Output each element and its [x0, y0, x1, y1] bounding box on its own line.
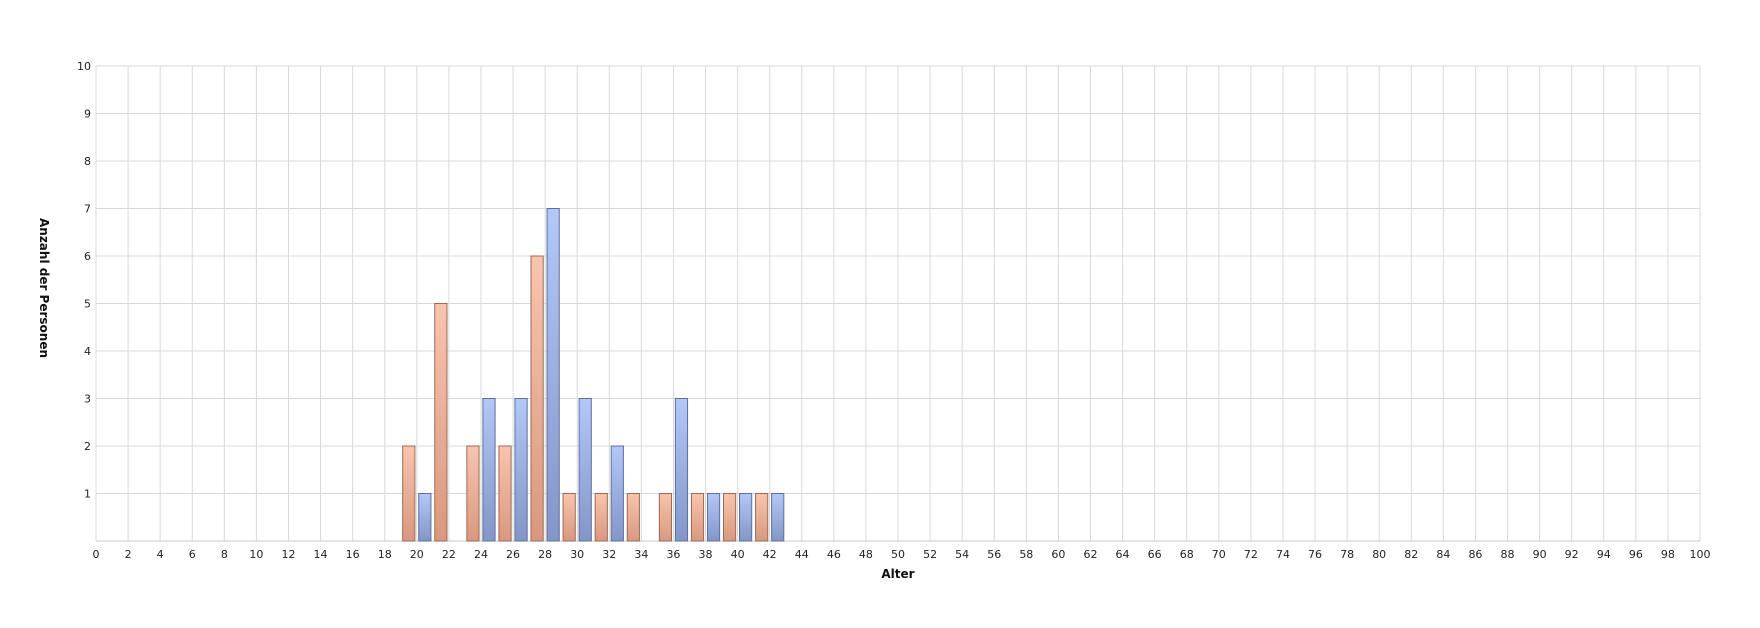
x-tick-label: 78 — [1340, 548, 1354, 561]
x-tick-label: 30 — [570, 548, 584, 561]
y-tick-label: 3 — [84, 393, 91, 406]
bar-blue — [578, 398, 592, 542]
x-tick-label: 18 — [378, 548, 392, 561]
x-tick-label: 100 — [1690, 548, 1711, 561]
y-tick-label: 4 — [84, 345, 91, 358]
x-tick-label: 0 — [93, 548, 100, 561]
bar-blue — [418, 493, 432, 542]
x-tick-label: 20 — [410, 548, 424, 561]
bar-salmon — [594, 493, 608, 542]
x-tick-label: 10 — [249, 548, 263, 561]
x-tick-label: 76 — [1308, 548, 1322, 561]
bar-salmon — [690, 493, 705, 542]
x-tick-label: 28 — [538, 548, 552, 561]
bar-blue — [610, 445, 624, 542]
y-axis-label: Anzahl der Personen — [37, 218, 51, 358]
x-tick-label: 86 — [1468, 548, 1482, 561]
x-tick-label: 62 — [1083, 548, 1097, 561]
bar-salmon — [626, 493, 640, 542]
x-tick-label: 8 — [221, 548, 228, 561]
x-tick-label: 46 — [827, 548, 841, 561]
x-tick-label: 2 — [125, 548, 132, 561]
y-tick-label: 8 — [84, 155, 91, 168]
x-tick-label: 82 — [1404, 548, 1418, 561]
bar-blue — [546, 208, 560, 542]
x-tick-label: 70 — [1212, 548, 1226, 561]
x-tick-label: 14 — [314, 548, 328, 561]
bar-salmon — [722, 493, 737, 542]
y-tick-label: 10 — [77, 60, 91, 73]
x-tick-label: 34 — [634, 548, 648, 561]
x-tick-label: 22 — [442, 548, 456, 561]
bar-salmon — [658, 493, 673, 542]
x-tick-label: 4 — [157, 548, 164, 561]
x-tick-label: 24 — [474, 548, 488, 561]
x-tick-label: 26 — [506, 548, 520, 561]
bar-blue — [514, 398, 528, 542]
x-tick-label: 44 — [795, 548, 809, 561]
x-tick-label: 84 — [1436, 548, 1450, 561]
x-tick-label: 80 — [1372, 548, 1386, 561]
bar-salmon — [562, 493, 576, 542]
x-tick-label: 94 — [1597, 548, 1611, 561]
bar-blue — [482, 398, 496, 542]
x-tick-label: 90 — [1533, 548, 1547, 561]
y-tick-label: 7 — [84, 203, 91, 216]
x-tick-label: 68 — [1180, 548, 1194, 561]
bar-salmon — [466, 445, 480, 542]
y-tick-label: 9 — [84, 108, 91, 121]
bar-blue — [739, 493, 753, 542]
x-tick-label: 56 — [987, 548, 1001, 561]
x-tick-label: 12 — [281, 548, 295, 561]
bar-blue — [706, 493, 721, 542]
x-tick-label: 74 — [1276, 548, 1290, 561]
bar-blue — [674, 398, 689, 542]
x-tick-label: 48 — [859, 548, 873, 561]
x-tick-label: 36 — [666, 548, 680, 561]
bar-salmon — [434, 303, 448, 542]
y-tick-label: 2 — [84, 440, 91, 453]
x-tick-label: 60 — [1051, 548, 1065, 561]
x-tick-label: 64 — [1116, 548, 1130, 561]
y-tick-label: 1 — [84, 488, 91, 501]
x-tick-label: 16 — [346, 548, 360, 561]
x-tick-label: 98 — [1661, 548, 1675, 561]
bar-salmon — [498, 445, 512, 542]
bar-salmon — [755, 493, 769, 542]
x-tick-label: 50 — [891, 548, 905, 561]
x-tick-label: 54 — [955, 548, 969, 561]
bar-blue — [771, 493, 785, 542]
x-tick-label: 52 — [923, 548, 937, 561]
bar-salmon — [530, 255, 544, 542]
y-tick-label: 6 — [84, 250, 91, 263]
bar-salmon — [402, 445, 416, 542]
x-tick-label: 6 — [189, 548, 196, 561]
x-tick-label: 40 — [731, 548, 745, 561]
x-tick-label: 72 — [1244, 548, 1258, 561]
x-tick-label: 92 — [1565, 548, 1579, 561]
x-tick-label: 96 — [1629, 548, 1643, 561]
x-axis-label: Alter — [881, 567, 914, 581]
x-tick-label: 66 — [1148, 548, 1162, 561]
x-tick-label: 42 — [763, 548, 777, 561]
grid — [95, 65, 1701, 542]
x-tick-label: 32 — [602, 548, 616, 561]
x-tick-label: 38 — [699, 548, 713, 561]
x-tick-label: 88 — [1501, 548, 1515, 561]
x-tick-label: 58 — [1019, 548, 1033, 561]
y-axis-ticks: 1 2 3 4 5 6 7 8 9 10 — [77, 60, 91, 501]
x-axis-ticks: 0 2 4 6 8 10 12 14 16 18 20 22 24 26 28 30 32 34 36 38 40 42 4… — [93, 548, 1711, 561]
y-tick-label: 5 — [84, 298, 91, 311]
bars — [402, 208, 785, 542]
